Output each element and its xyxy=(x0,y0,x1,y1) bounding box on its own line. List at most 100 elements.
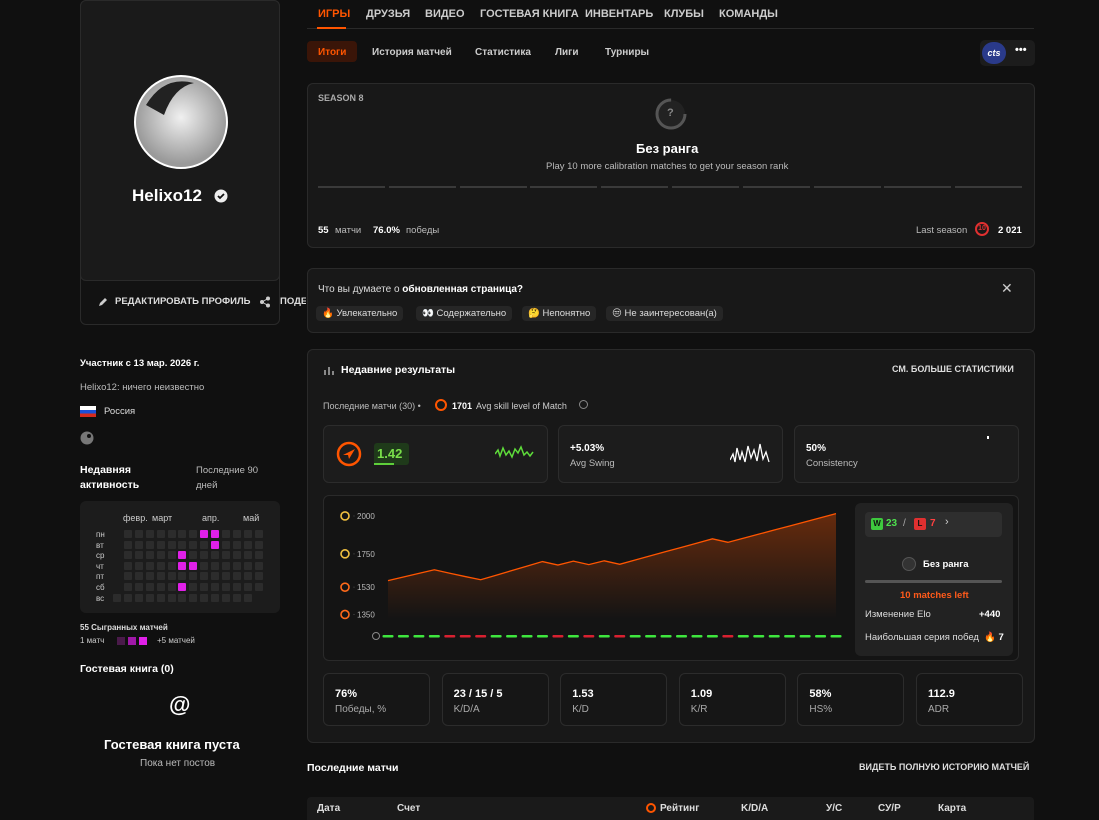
activity-cell xyxy=(145,593,154,602)
activity-cell xyxy=(123,530,132,538)
nav-tab[interactable]: ВИДЕО xyxy=(425,8,465,20)
stat-label: K/D/A xyxy=(453,704,480,715)
nav-tab[interactable]: КЛУБЫ xyxy=(664,8,704,20)
level-icon xyxy=(340,582,350,592)
calibration-segment xyxy=(813,186,881,188)
activity-cell xyxy=(134,583,143,591)
day-label: сб xyxy=(96,583,105,592)
activity-cell xyxy=(134,572,143,581)
activity-cell xyxy=(200,583,209,591)
activity-title: Недавняя активность xyxy=(80,464,140,491)
bio: Helixo12: ничего неизвестно xyxy=(80,382,205,393)
guestbook-empty: Гостевая книга пуста xyxy=(104,737,240,752)
result-dash xyxy=(475,635,487,638)
activity-cell xyxy=(167,530,176,538)
more-stats-link[interactable]: СМ. БОЛЬШЕ СТАТИСТИКИ xyxy=(892,364,1014,374)
feedback-option[interactable]: 👀 Содержательно xyxy=(416,306,513,321)
season-label: SEASON 8 xyxy=(318,93,364,103)
activity-cell xyxy=(232,572,241,581)
username: Helixo12 xyxy=(132,186,202,205)
activity-cell xyxy=(123,540,132,549)
activity-cell xyxy=(145,583,154,591)
feedback-option[interactable]: 🔥 Увлекательно xyxy=(316,306,404,321)
activity-cell xyxy=(232,583,241,591)
edit-profile-button[interactable]: РЕДАКТИРОВАТЬ ПРОФИЛЬ xyxy=(115,296,251,307)
result-dash xyxy=(521,635,533,638)
activity-cell xyxy=(178,572,187,581)
rating-bg xyxy=(374,443,409,465)
activity-cell xyxy=(211,572,220,581)
column-header: Карта xyxy=(938,803,967,814)
activity-cell xyxy=(145,561,154,570)
activity-cell xyxy=(254,561,263,570)
activity-cell xyxy=(211,593,220,602)
result-dash xyxy=(459,635,471,638)
activity-cell xyxy=(200,572,209,581)
country: Россия xyxy=(104,406,136,417)
recent-subtitle: Последние матчи (30) • xyxy=(323,401,421,411)
sub-tab[interactable]: Статистика xyxy=(475,47,531,58)
nav-tab[interactable]: ДРУЗЬЯ xyxy=(366,8,411,20)
share-button[interactable]: ПОДЕ xyxy=(280,296,306,307)
nav-tab[interactable]: ГОСТЕВАЯ КНИГА xyxy=(480,8,579,20)
activity-cell xyxy=(254,530,263,538)
sub-tab[interactable]: Лиги xyxy=(555,47,579,58)
consistency-card xyxy=(794,425,1019,483)
y-tick-label: 1530 xyxy=(357,583,375,592)
result-dash xyxy=(753,635,765,638)
activity-cell xyxy=(243,540,252,549)
summary-rank-icon xyxy=(902,557,916,571)
feedback-card xyxy=(307,268,1035,333)
swing-card xyxy=(558,425,783,483)
chevron[interactable]: › xyxy=(945,516,949,528)
result-dash xyxy=(815,635,827,638)
result-dash xyxy=(413,635,425,638)
calibration-segment xyxy=(530,186,598,188)
level-icon xyxy=(340,549,350,559)
activity-cell xyxy=(222,551,230,560)
streak: 🔥 7 xyxy=(984,632,1004,643)
elo-line xyxy=(387,513,837,582)
activity-cell xyxy=(134,530,143,538)
matches-title: Последние матчи xyxy=(307,762,399,774)
game-badge[interactable]: cts xyxy=(982,42,1006,64)
activity-cell xyxy=(167,572,176,581)
activity-cell xyxy=(145,540,154,549)
nav-tab[interactable]: ИНВЕНТАРЬ xyxy=(585,8,654,20)
close-button[interactable]: ✕ xyxy=(1001,280,1013,296)
calibration-segment xyxy=(388,186,456,188)
nav-tab[interactable]: ИГРЫ xyxy=(318,8,351,20)
activity-cell xyxy=(167,540,176,549)
season-winrate-label: победы xyxy=(406,225,440,236)
y-tick-label: 2000 xyxy=(357,512,375,521)
last-elo: 2 021 xyxy=(998,225,1022,236)
result-dash xyxy=(768,635,780,638)
stat-value: 1.09 xyxy=(690,688,713,700)
matches-more[interactable]: ВИДЕТЬ ПОЛНУЮ ИСТОРИЮ МАТЧЕЙ xyxy=(859,762,1030,772)
stat-value: 23 / 15 / 5 xyxy=(453,688,503,700)
activity-cell xyxy=(123,551,132,560)
activity-cell xyxy=(167,561,176,570)
sub-tab[interactable]: Итоги xyxy=(318,47,347,58)
last-level-badge: 10 xyxy=(975,222,989,236)
activity-cell xyxy=(156,572,165,581)
stat-value: 112.9 xyxy=(928,688,955,700)
more-button[interactable]: ••• xyxy=(1015,44,1027,56)
avg-skill: 1701 xyxy=(452,401,473,411)
activity-cell xyxy=(254,583,263,591)
result-dash xyxy=(490,635,502,638)
member-since: Участник с 13 мар. 2026 г. xyxy=(80,358,200,369)
activity-cell xyxy=(189,572,198,581)
elo-change-label: Изменение Elo xyxy=(865,609,931,620)
rating-value: 1.42 xyxy=(377,446,403,461)
month-label: апр. xyxy=(202,513,220,523)
sub-tab[interactable]: Турниры xyxy=(605,47,650,58)
nav-tab[interactable]: КОМАНДЫ xyxy=(719,8,778,20)
edit-icon xyxy=(99,298,107,306)
feedback-option[interactable]: 😒 Не заинтересован(а) xyxy=(606,306,723,321)
activity-cell xyxy=(156,540,165,549)
sub-tab[interactable]: История матчей xyxy=(372,47,452,58)
feedback-option[interactable]: 🤔 Непонятно xyxy=(522,306,597,321)
avg-skill-label: Avg skill level of Match xyxy=(476,401,567,411)
season-winrate: 76.0% xyxy=(373,225,400,236)
